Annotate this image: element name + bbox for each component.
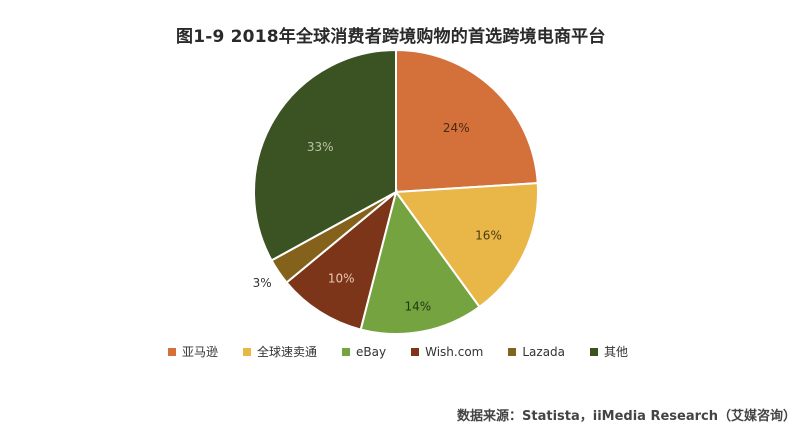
legend-label-3: Wish.com xyxy=(425,344,484,359)
legend-label-2: eBay xyxy=(356,344,387,359)
slice-label-0: 24% xyxy=(443,121,470,135)
legend-swatch-3 xyxy=(411,347,420,356)
legend-label-4: Lazada xyxy=(522,344,566,359)
legend-label-1: 全球速卖通 xyxy=(257,345,318,359)
pie-slice-1 xyxy=(394,182,539,309)
legend-item-4: Lazada xyxy=(508,345,565,359)
legend-swatch-5 xyxy=(590,347,599,356)
chart-legend: 亚马逊 全球速卖通 eBay Wish.com Lazada 其他 xyxy=(168,343,628,360)
slice-label-2: 14% xyxy=(404,299,431,313)
pie-slice-5 xyxy=(253,48,397,262)
slice-label-4: 3% xyxy=(253,276,272,290)
chart-title: 图1-9 2018年全球消费者跨境购物的首选跨境电商平台 xyxy=(176,27,606,47)
legend-item-0: 亚马逊 xyxy=(168,343,218,360)
pie-slice-2 xyxy=(359,189,481,335)
slice-label-3: 10% xyxy=(328,271,355,285)
legend-swatch-4 xyxy=(508,347,517,356)
slice-label-5: 33% xyxy=(307,140,334,154)
legend-label-5: 其他 xyxy=(604,345,629,359)
pie-slice-3 xyxy=(285,189,398,331)
legend-swatch-2 xyxy=(342,347,351,356)
pie-slice-0 xyxy=(395,48,539,194)
legend-item-5: 其他 xyxy=(590,343,628,360)
slice-label-1: 16% xyxy=(475,229,502,243)
legend-item-2: eBay xyxy=(342,345,386,359)
legend-item-1: 全球速卖通 xyxy=(243,343,317,360)
legend-swatch-0 xyxy=(168,347,176,356)
legend-swatch-1 xyxy=(243,347,252,356)
source-note: 数据来源：Statista，iiMedia Research（艾媒咨询） xyxy=(457,409,796,424)
legend-item-3: Wish.com xyxy=(411,345,483,359)
legend-label-0: 亚马逊 xyxy=(182,345,219,359)
